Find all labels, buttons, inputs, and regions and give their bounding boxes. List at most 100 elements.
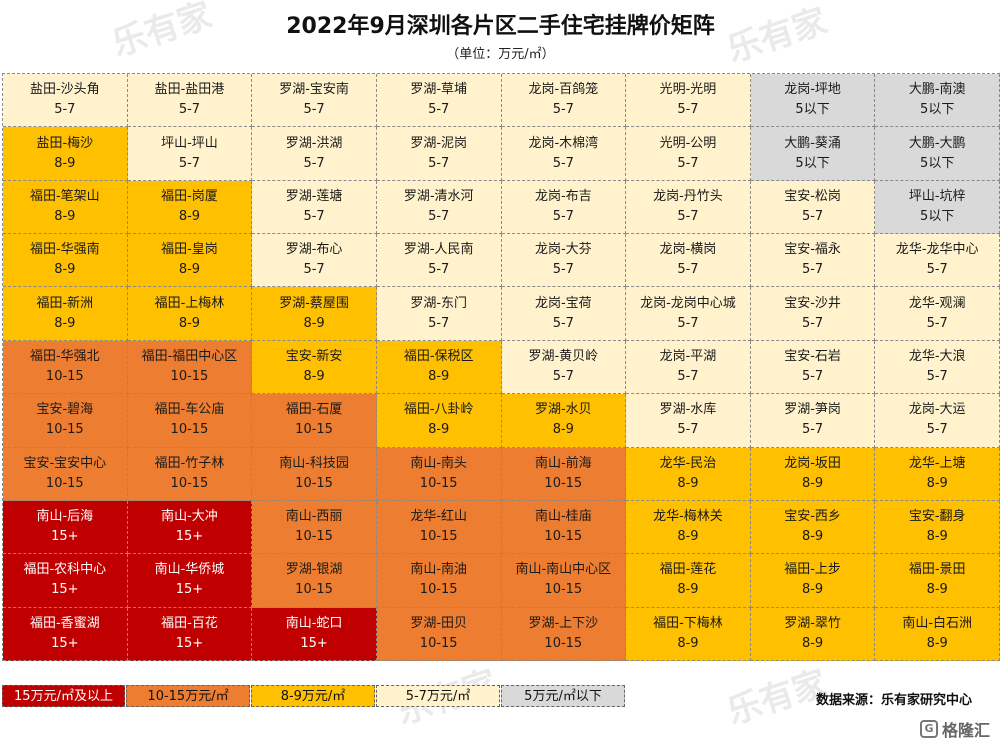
matrix-cell: 盐田-梅沙 8-9	[3, 127, 128, 181]
price-range: 5-7	[552, 262, 574, 278]
district-name: 南山-科技园	[279, 455, 349, 471]
matrix-cell: 福田-莲花 8-9	[626, 554, 751, 608]
district-name: 龙华-大浪	[908, 348, 966, 364]
matrix-cell: 龙华-红山 10-15	[376, 500, 502, 555]
matrix-cell: 福田-笔架山 8-9	[3, 180, 128, 235]
matrix-cell: 宝安-松岗 5-7	[750, 180, 876, 235]
matrix-cell: 龙岗-木棉湾 5-7	[501, 127, 627, 181]
matrix-cell: 盐田-盐田港 5-7	[127, 74, 253, 128]
price-range: 15+	[175, 529, 204, 545]
district-name: 南山-蛇口	[285, 615, 343, 631]
matrix-cell: 罗湖-笋岗 5-7	[750, 394, 876, 448]
district-name: 福田-景田	[908, 562, 966, 578]
matrix-cell: 福田-下梅林 8-9	[626, 607, 751, 661]
district-name: 龙华-红山	[410, 509, 468, 525]
legend-item: 5-7万元/㎡	[376, 685, 500, 707]
price-range: 10-15	[295, 475, 333, 491]
district-name: 龙岗-丹竹头	[653, 188, 723, 204]
district-name: 宝安-新安	[285, 348, 343, 364]
price-range: 10-15	[45, 368, 84, 384]
price-range: 5-7	[801, 315, 824, 331]
district-name: 福田-皇岗	[161, 242, 218, 258]
district-name: 罗湖-水库	[659, 402, 717, 418]
matrix-cell: 龙岗-龙岗中心城 5-7	[626, 287, 751, 341]
price-range: 8-9	[801, 529, 824, 545]
district-name: 福田-上梅林	[154, 295, 225, 311]
matrix-cell: 龙岗-坪地 5以下	[750, 74, 876, 128]
matrix-cell: 宝安-福永 5-7	[750, 234, 876, 288]
price-range: 10-15	[419, 582, 458, 598]
price-range: 5-7	[178, 102, 201, 118]
price-range: 5-7	[428, 315, 450, 331]
price-range: 5-7	[677, 208, 699, 224]
price-range: 5-7	[303, 208, 325, 224]
district-name: 罗湖-上下沙	[528, 615, 599, 631]
district-name: 福田-华强南	[29, 242, 100, 258]
district-name: 福田-岗厦	[161, 188, 218, 204]
district-name: 罗湖-草埔	[410, 82, 468, 98]
price-range: 5-7	[677, 422, 699, 438]
matrix-cell: 光明-公明 5-7	[626, 127, 751, 181]
district-name: 盐田-梅沙	[36, 135, 94, 151]
matrix-cell: 罗湖-布心 5-7	[252, 234, 377, 288]
price-range: 8-9	[926, 529, 948, 545]
district-name: 罗湖-人民南	[403, 242, 474, 258]
matrix-cell: 罗湖-田贝 10-15	[376, 607, 502, 661]
legend-item: 5万元/㎡以下	[501, 685, 625, 707]
price-range: 8-9	[54, 208, 76, 224]
matrix-cell: 宝安-西乡 8-9	[750, 500, 876, 555]
chart-subtitle: （单位：万元/㎡）	[446, 47, 555, 62]
district-name: 罗湖-黄贝岭	[528, 348, 599, 364]
price-range: 15+	[175, 635, 204, 651]
district-name: 罗湖-布心	[285, 242, 343, 258]
matrix-cell: 光明-光明 5-7	[626, 74, 751, 128]
price-range: 5-7	[801, 208, 824, 224]
matrix-cell: 宝安-沙井 5-7	[750, 287, 876, 341]
matrix-cell: 坪山-坑梓 5以下	[875, 180, 1000, 235]
matrix-cell: 龙华-上塘 8-9	[875, 447, 1000, 501]
district-name: 南山-后海	[36, 509, 94, 525]
price-range: 5-7	[801, 368, 824, 384]
matrix-cell: 福田-农科中心 15+	[3, 554, 128, 608]
district-name: 罗湖-水贝	[534, 402, 592, 418]
price-range: 10-15	[544, 475, 583, 491]
matrix-cell: 龙岗-横岗 5-7	[626, 234, 751, 288]
matrix-cell: 福田-保税区 8-9	[376, 340, 502, 395]
matrix-cell: 大鹏-葵涌 5以下	[750, 127, 876, 181]
district-name: 南山-桂庙	[534, 509, 592, 525]
legend-item: 8-9万元/㎡	[251, 685, 375, 707]
matrix-cell: 宝安-碧海 10-15	[3, 394, 128, 448]
matrix-cell: 罗湖-草埔 5-7	[376, 74, 502, 128]
price-range: 5-7	[303, 262, 325, 278]
district-name: 龙岗-平湖	[659, 348, 717, 364]
matrix-cell: 罗湖-清水河 5-7	[376, 180, 502, 235]
matrix-cell: 龙岗-丹竹头 5-7	[626, 180, 751, 235]
matrix-cell: 南山-西丽 10-15	[252, 500, 377, 555]
price-range: 8-9	[178, 315, 201, 331]
matrix-cell: 福田-上步 8-9	[750, 554, 876, 608]
district-name: 坪山-坑梓	[908, 188, 966, 204]
matrix-cell: 南山-南头 10-15	[376, 447, 502, 501]
district-name: 宝安-碧海	[36, 402, 94, 418]
district-name: 龙岗-木棉湾	[528, 135, 599, 151]
price-range: 5-7	[428, 208, 450, 224]
district-name: 龙岗-坪地	[784, 82, 841, 98]
district-name: 南山-南头	[410, 455, 468, 471]
price-range: 8-9	[677, 582, 699, 598]
price-range: 8-9	[178, 208, 201, 224]
district-name: 龙华-民治	[659, 455, 717, 471]
price-range: 15+	[51, 582, 79, 598]
district-name: 南山-前海	[534, 455, 592, 471]
district-name: 宝安-松岗	[784, 188, 841, 204]
matrix-cell: 龙华-观澜 5-7	[875, 287, 1000, 341]
matrix-cell: 罗湖-上下沙 10-15	[501, 607, 627, 661]
matrix-cell: 罗湖-黄贝岭 5-7	[501, 340, 627, 395]
price-range: 10-15	[295, 529, 333, 545]
price-range: 10-15	[45, 475, 84, 491]
price-range: 5-7	[428, 102, 450, 118]
matrix-cell: 罗湖-人民南 5-7	[376, 234, 502, 288]
price-range: 10-15	[419, 529, 458, 545]
price-range: 5以下	[920, 102, 955, 118]
district-name: 盐田-沙头角	[29, 82, 100, 98]
district-name: 龙华-观澜	[908, 295, 966, 311]
